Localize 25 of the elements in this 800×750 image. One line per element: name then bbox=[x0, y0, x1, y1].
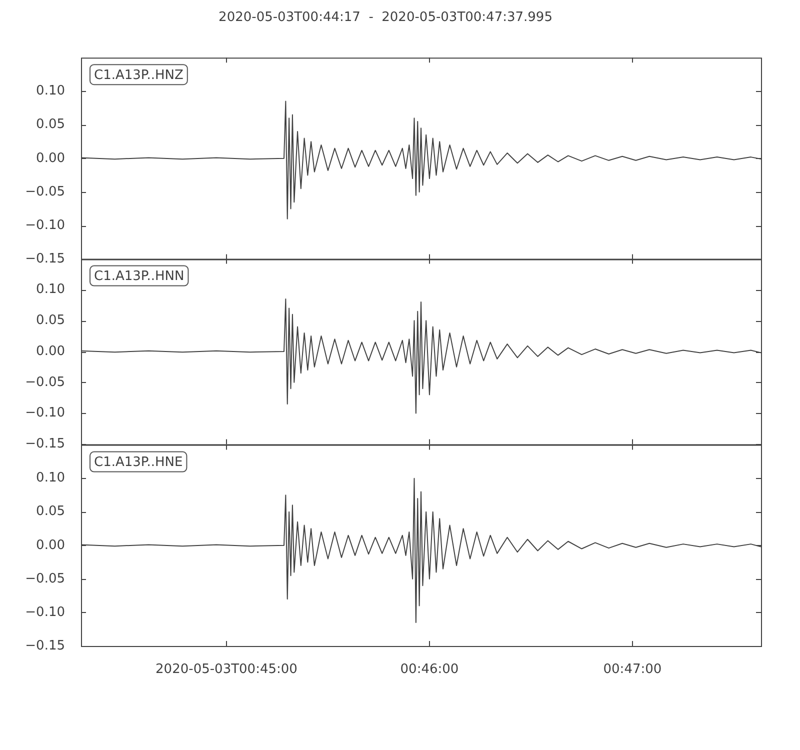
y-tick-label: −0.10 bbox=[25, 604, 65, 620]
y-tick-label: −0.10 bbox=[25, 406, 65, 422]
x-tick-label: 00:47:00 bbox=[603, 662, 662, 677]
annotation: C1.A13P..HNN bbox=[94, 270, 184, 285]
y-tick-label: −0.15 bbox=[25, 252, 65, 267]
y-tick-label: 0.05 bbox=[36, 504, 65, 520]
x-tick-label: 2020-05-03T00:45:00 bbox=[156, 662, 298, 677]
y-tick-label: 0.10 bbox=[36, 470, 65, 486]
y-tick-label: −0.15 bbox=[25, 638, 65, 654]
chart-title: 2020-05-03T00:44:17 - 2020-05-03T00:47:37.995 bbox=[218, 10, 552, 26]
x-tick-label: 00:46:00 bbox=[400, 662, 459, 677]
y-tick-label: 0.10 bbox=[36, 282, 65, 298]
y-tick-label: −0.15 bbox=[25, 436, 65, 452]
y-tick-label: −0.05 bbox=[25, 571, 65, 586]
y-tick-label: 0.00 bbox=[36, 344, 65, 360]
y-tick-label: 0.00 bbox=[36, 150, 65, 166]
y-tick-label: 0.05 bbox=[36, 117, 65, 132]
annotation: C1.A13P..HNE bbox=[94, 454, 183, 470]
annotation: C1.A13P..HNZ bbox=[94, 68, 184, 83]
y-tick-label: 0.00 bbox=[36, 538, 65, 553]
y-tick-label: −0.05 bbox=[25, 184, 65, 200]
y-tick-label: −0.10 bbox=[25, 218, 65, 233]
y-tick-label: 0.10 bbox=[36, 84, 65, 99]
y-tick-label: −0.05 bbox=[25, 375, 65, 390]
y-tick-label: 0.05 bbox=[36, 313, 65, 328]
